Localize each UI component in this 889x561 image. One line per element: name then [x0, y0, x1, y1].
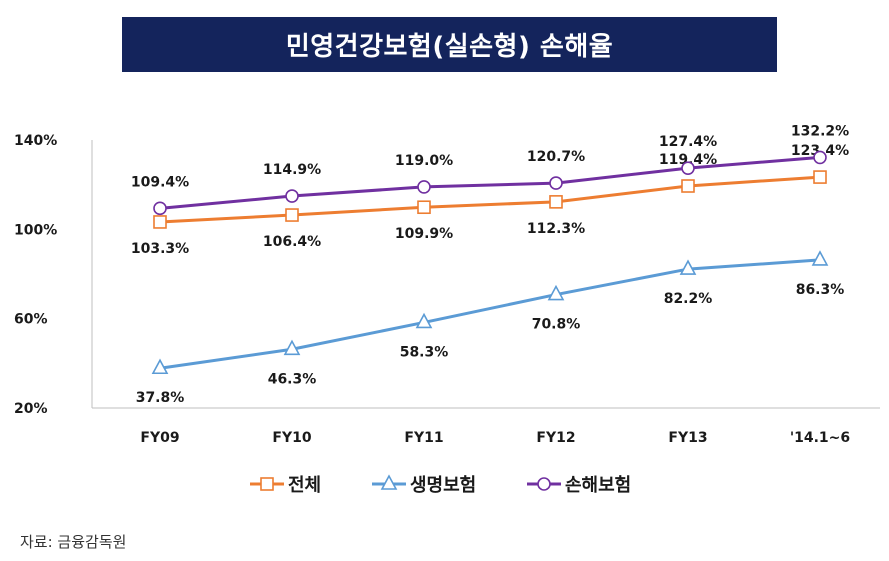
data-label: 58.3% — [400, 344, 449, 360]
x-tick-label: FY12 — [536, 430, 575, 446]
data-label: 106.4% — [263, 234, 321, 250]
data-label: 120.7% — [527, 149, 585, 165]
data-point-square — [153, 215, 167, 229]
data-point-circle — [813, 150, 827, 165]
legend-marker-square — [260, 477, 274, 491]
y-tick-label: 60% — [14, 312, 48, 328]
data-point-circle — [153, 201, 167, 216]
data-point-circle — [681, 161, 695, 175]
x-tick-label: FY11 — [404, 430, 443, 446]
data-point-triangle — [811, 250, 829, 266]
data-label: 109.9% — [395, 226, 453, 242]
chart-title: 민영건강보험(실손형) 손해율 — [122, 17, 777, 72]
data-point-circle — [285, 189, 299, 203]
x-tick-label: FY09 — [140, 430, 179, 446]
data-point-circle — [549, 176, 563, 190]
data-label: 112.3% — [527, 221, 585, 237]
data-point-square — [285, 208, 299, 222]
legend-marker-circle — [537, 477, 551, 491]
data-label: 46.3% — [268, 371, 317, 387]
data-label: 37.8% — [136, 390, 185, 406]
data-point-square — [417, 200, 431, 215]
data-label: 127.4% — [659, 134, 717, 150]
y-tick-label: 100% — [14, 222, 57, 238]
data-point-triangle — [547, 284, 565, 301]
series-line — [159, 258, 821, 370]
data-point-square — [549, 195, 563, 209]
series-line — [159, 175, 821, 224]
data-label: 86.3% — [796, 282, 845, 298]
x-tick-label: '14.1~6 — [790, 430, 850, 446]
data-point-square — [681, 179, 695, 193]
data-label: 82.2% — [664, 291, 713, 307]
data-label: 119.0% — [395, 153, 453, 169]
y-tick-label: 20% — [14, 401, 48, 417]
data-label: 109.4% — [131, 174, 189, 190]
legend-marker-triangle — [380, 474, 398, 490]
data-label: 132.2% — [791, 123, 849, 139]
data-point-triangle — [283, 339, 301, 356]
data-label: 70.8% — [532, 317, 581, 333]
data-point-triangle — [415, 312, 433, 329]
x-tick-label: FY10 — [272, 430, 311, 446]
series-line — [159, 155, 821, 210]
legend-label: 전체 — [288, 475, 321, 496]
data-point-triangle — [679, 259, 697, 275]
data-point-square — [813, 170, 827, 184]
data-point-circle — [417, 180, 431, 194]
data-label: 103.3% — [131, 241, 189, 257]
x-tick-label: FY13 — [668, 430, 707, 446]
data-label: 114.9% — [263, 162, 321, 178]
legend-label: 손해보험 — [565, 474, 631, 496]
data-point-triangle — [151, 358, 169, 375]
legend-label: 생명보험 — [410, 474, 476, 496]
data-label: 119.4% — [659, 152, 717, 168]
source-note: 자료: 금융감독원 — [20, 533, 127, 551]
y-tick-label: 140% — [14, 133, 57, 149]
